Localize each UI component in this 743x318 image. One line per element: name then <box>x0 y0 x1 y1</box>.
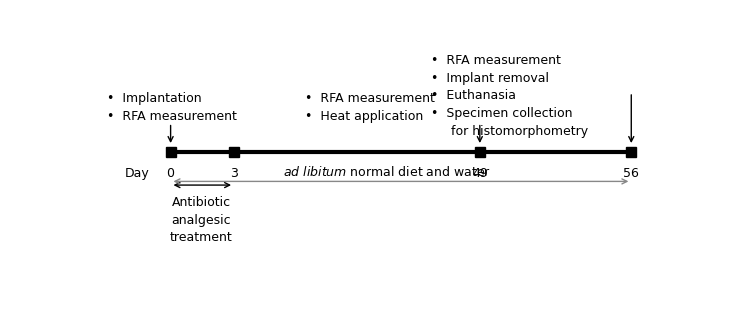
Text: $\it{ad\ libitum}$ normal diet and water: $\it{ad\ libitum}$ normal diet and water <box>283 165 491 179</box>
Text: •  RFA measurement: • RFA measurement <box>107 110 237 123</box>
Text: 49: 49 <box>472 167 487 180</box>
Text: •  RFA measurement: • RFA measurement <box>432 54 561 67</box>
Text: •  Implantation: • Implantation <box>107 92 202 105</box>
Text: •  Euthanasia: • Euthanasia <box>432 89 516 102</box>
Text: •  Specimen collection: • Specimen collection <box>432 107 573 120</box>
Text: 3: 3 <box>230 167 238 180</box>
Text: •  Implant removal: • Implant removal <box>432 72 550 85</box>
Text: •  Heat application: • Heat application <box>305 110 423 123</box>
Text: •  RFA measurement: • RFA measurement <box>305 92 435 105</box>
Text: for histomorphometry: for histomorphometry <box>432 125 588 138</box>
Text: Day: Day <box>125 167 149 180</box>
Text: analgesic: analgesic <box>172 214 231 227</box>
Text: Antibiotic: Antibiotic <box>172 196 230 209</box>
Text: treatment: treatment <box>169 232 233 244</box>
Text: 0: 0 <box>166 167 175 180</box>
Text: 56: 56 <box>623 167 639 180</box>
